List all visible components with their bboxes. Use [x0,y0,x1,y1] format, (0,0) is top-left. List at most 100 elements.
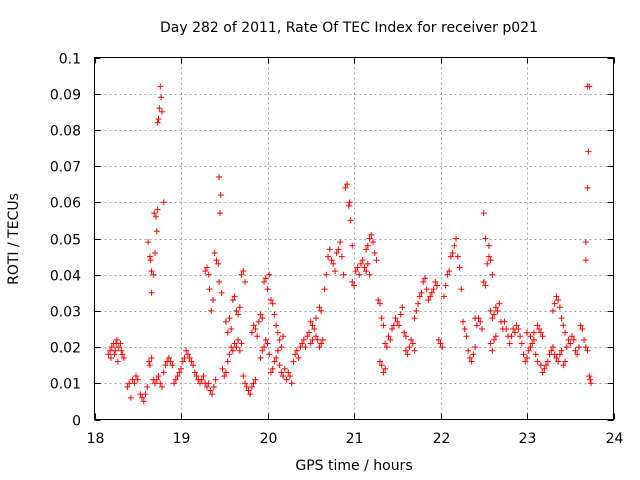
data-point [584,184,591,191]
x-tick-label: 22 [433,431,451,447]
data-point [155,373,162,380]
data-point [489,315,496,322]
data-point [487,257,494,264]
data-point [280,373,287,380]
data-point [345,202,352,209]
data-point [406,344,413,351]
data-point [496,300,503,307]
data-point [197,380,204,387]
data-point [556,351,563,358]
data-point [585,148,592,155]
data-point [392,315,399,322]
x-tick-label: 24 [606,431,624,447]
data-point [243,383,250,390]
data-point [267,369,274,376]
data-point [475,315,482,322]
data-point [439,344,446,351]
data-point [378,362,385,369]
data-point [131,380,138,387]
data-point [513,322,520,329]
data-point [440,293,447,300]
data-point [401,329,408,336]
data-point [346,199,353,206]
data-point [473,322,480,329]
data-point [586,373,593,380]
data-point [271,358,278,365]
data-point [186,354,193,361]
data-point [231,340,238,347]
data-point [511,329,518,336]
data-point [518,340,525,347]
data-point [274,347,281,354]
data-point [536,326,543,332]
data-point [228,344,235,351]
data-point [435,336,442,343]
data-point [454,253,461,260]
data-point [240,373,247,380]
data-point [487,307,494,314]
data-point [235,336,242,343]
data-point [252,376,259,383]
data-point [382,340,389,347]
data-point [191,369,198,376]
data-point [539,369,546,376]
data-point [157,83,164,90]
data-point [491,311,498,318]
data-point [120,354,127,361]
data-point [357,260,364,267]
data-point [222,369,229,376]
data-point [280,333,287,340]
data-point [107,354,114,361]
data-point [368,231,375,238]
data-point [285,369,292,376]
data-point [420,278,427,285]
data-point [145,239,152,246]
y-tick-label: 0.1 [59,52,81,68]
data-point [216,278,223,285]
data-point [539,333,546,340]
data-point [461,326,468,332]
data-point [203,264,210,271]
data-point [147,257,154,264]
data-point [276,336,283,343]
x-axis-label: GPS time / hours [295,458,412,474]
data-point [314,336,321,343]
data-point [428,289,435,296]
data-point [347,217,354,224]
data-point [273,354,280,361]
data-point [174,373,181,380]
data-point [582,239,589,246]
data-point [409,340,416,347]
data-point [267,297,274,304]
data-point [366,235,373,242]
data-point [468,358,475,365]
data-point [167,358,174,365]
data-point [264,286,271,293]
data-point [352,268,359,275]
data-point [236,304,243,311]
data-point [198,376,205,383]
data-point [584,83,591,90]
data-point [402,333,409,340]
data-point [430,286,437,293]
data-point [413,307,420,314]
data-point [380,322,387,329]
data-point [574,351,581,358]
data-point [158,108,165,115]
data-point [588,380,595,387]
data-point [577,322,584,329]
data-point [371,249,378,256]
data-point [250,322,257,329]
data-point [240,268,247,275]
data-point [472,344,479,351]
data-point [107,347,114,354]
data-point [316,304,323,311]
data-point [543,362,550,369]
data-point [236,347,243,354]
data-point [133,373,140,380]
data-point [394,318,401,325]
data-point [206,286,213,293]
data-point [233,344,240,351]
data-point [155,116,162,123]
data-point [572,347,579,354]
